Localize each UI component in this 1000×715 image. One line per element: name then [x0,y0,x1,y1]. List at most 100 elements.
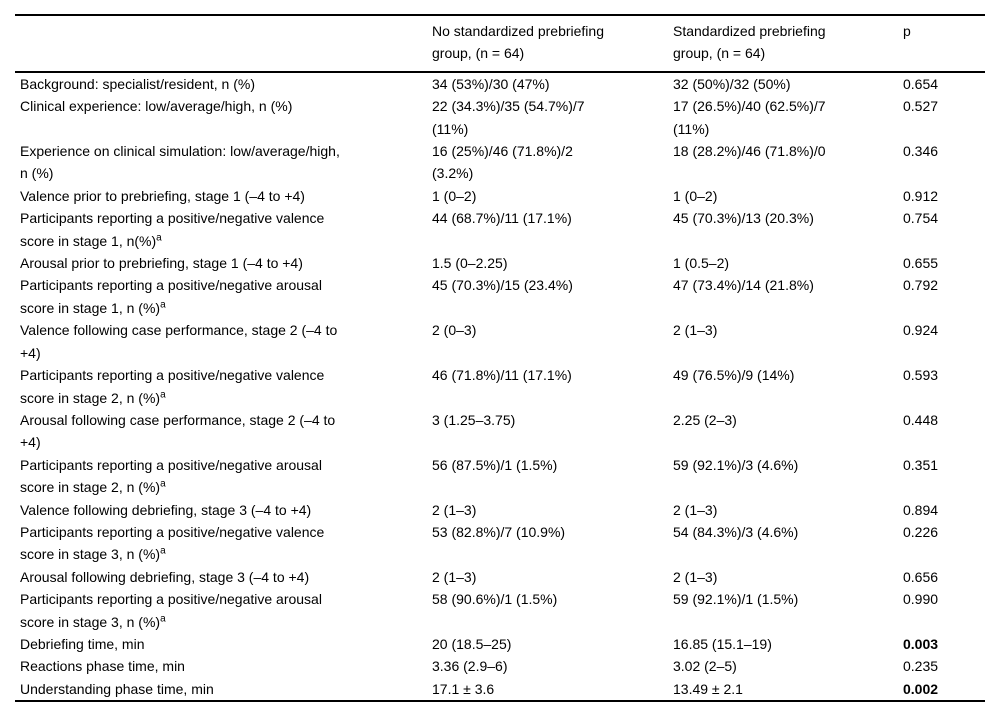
std-group-cell: 54 (84.3%)/3 (4.6%) [673,523,799,540]
std-group-cell: 49 (76.5%)/9 (14%) [673,367,795,384]
no-std-group-cell: 20 (18.5–25) [432,635,512,652]
row-label: Arousal following case performance, stag… [20,411,336,451]
row-label: Participants reporting a positive/negati… [20,456,322,496]
std-group-cell: 59 (92.1%)/1 (1.5%) [673,591,799,608]
p-value-cell: 0.235 [903,658,939,675]
table-row: Experience on clinical simulation: low/a… [15,140,985,185]
row-label: Debriefing time, min [20,635,145,652]
row-label-cell: Participants reporting a positive/negati… [15,207,432,252]
no-std-group-cell: 45 (70.3%)/15 (23.4%) [432,277,573,294]
std-group-cell: 3.02 (2–5) [673,658,737,675]
row-label-cell: Debriefing time, min [15,633,432,655]
std-group-cell: 1 (0.5–2) [673,255,730,272]
table-row: Valence following debriefing, stage 3 (–… [15,499,985,521]
std-group-cell: 32 (50%)/32 (50%) [673,75,791,92]
comparison-table: No standardized prebriefing group, (n = … [15,14,985,703]
row-label: Arousal prior to prebriefing, stage 1 (–… [20,255,303,272]
p-value-cell: 0.003 [903,635,939,652]
p-value-cell: 0.924 [903,322,939,339]
std-group-cell: 2 (1–3) [673,501,718,518]
row-label: Valence following debriefing, stage 3 (–… [20,501,312,518]
p-value-cell: 0.593 [903,367,939,384]
p-value-cell: 0.655 [903,255,939,272]
p-value-cell: 0.656 [903,568,939,585]
table-row: Participants reporting a positive/negati… [15,364,985,409]
no-std-group-cell: 44 (68.7%)/11 (17.1%) [432,210,572,227]
row-label: Understanding phase time, min [20,680,214,697]
p-value-cell: 0.448 [903,411,939,428]
table-row: Participants reporting a positive/negati… [15,521,985,566]
footnote-marker: a [156,232,162,243]
row-label-cell: Participants reporting a positive/negati… [15,454,432,499]
table-row: Clinical experience: low/average/high, n… [15,95,985,140]
row-label-cell: Valence following case performance, stag… [15,319,432,364]
row-label-cell: Reactions phase time, min [15,655,432,677]
no-std-group-cell: 3.36 (2.9–6) [432,658,508,675]
row-label: Reactions phase time, min [20,658,185,675]
no-std-group-cell: 22 (34.3%)/35 (54.7%)/7 (11%) [432,98,585,137]
row-label: Valence prior to prebriefing, stage 1 (–… [20,187,305,204]
table-row: Arousal prior to prebriefing, stage 1 (–… [15,252,985,274]
row-label-cell: Participants reporting a positive/negati… [15,521,432,566]
no-std-group-cell: 58 (90.6%)/1 (1.5%) [432,591,558,608]
p-value-cell: 0.654 [903,75,939,92]
table-row: Participants reporting a positive/negati… [15,454,985,499]
p-value-cell: 0.990 [903,591,939,608]
p-value-cell: 0.894 [903,501,939,518]
row-label: Participants reporting a positive/negati… [20,367,325,406]
table-row: Participants reporting a positive/negati… [15,588,985,633]
p-value-cell: 0.351 [903,456,939,473]
table-row: Valence following case performance, stag… [15,319,985,364]
row-label: Clinical experience: low/average/high, n… [20,98,293,115]
row-label-cell: Arousal following debriefing, stage 3 (–… [15,566,432,588]
table-row: Reactions phase time, min 3.36 (2.9–6) 3.0… [15,655,985,677]
p-value-cell: 0.346 [903,143,939,160]
std-group-cell: 1 (0–2) [673,187,718,204]
std-group-cell: 17 (26.5%)/40 (62.5%)/7 (11%) [673,98,826,137]
std-group-cell: 13.49 ± 2.1 [673,680,743,697]
footnote-marker: a [160,545,166,557]
no-std-group-cell: 2 (0–3) [432,322,477,339]
std-group-cell: 2.25 (2–3) [673,411,737,428]
no-std-group-cell: 34 (53%)/30 (47%) [432,75,550,92]
std-group-cell: 59 (92.1%)/3 (4.6%) [673,456,799,473]
p-value-cell: 0.002 [903,680,939,697]
p-value-header: p [903,15,985,73]
table-row: Arousal following case performance, stag… [15,409,985,454]
no-std-group-header: No standardized prebriefing group, (n = … [432,15,673,73]
std-group-cell: 2 (1–3) [673,322,718,339]
no-std-group-cell: 1.5 (0–2.25) [432,255,508,272]
no-std-group-cell: 3 (1.25–3.75) [432,411,516,428]
std-group-cell: 18 (28.2%)/46 (71.8%)/0 [673,143,826,160]
row-label-cell: Understanding phase time, min [15,678,432,701]
row-label: Participants reporting a positive/negati… [20,591,322,630]
row-label: Valence following case performance, stag… [20,322,338,361]
no-std-group-cell: 2 (1–3) [432,501,477,518]
table-row: Participants reporting a positive/negati… [15,274,985,319]
row-label-header [15,15,432,73]
p-value-cell: 0.792 [903,277,939,294]
row-label-cell: Participants reporting a positive/negati… [15,274,432,319]
row-label-cell: Arousal prior to prebriefing, stage 1 (–… [15,252,432,274]
table-header: No standardized prebriefing group, (n = … [15,15,985,73]
row-label-cell: Valence following debriefing, stage 3 (–… [15,499,432,521]
std-group-cell: 16.85 (15.1–19) [673,635,772,652]
p-value-cell: 0.912 [903,187,939,204]
footnote-marker: a [160,388,166,400]
table-row: Arousal following debriefing, stage 3 (–… [15,566,985,588]
row-label-cell: Clinical experience: low/average/high, n… [15,95,432,140]
p-value-cell: 0.527 [903,98,939,115]
no-std-group-cell: 53 (82.8%)/7 (10.9%) [432,523,566,540]
p-value-cell: 0.226 [903,523,939,540]
row-label: Arousal following debriefing, stage 3 (–… [20,568,310,585]
no-std-group-cell: 46 (71.8%)/11 (17.1%) [432,367,572,384]
no-std-group-cell: 56 (87.5%)/1 (1.5%) [432,456,558,473]
row-label: Background: specialist/resident, n (%) [20,75,255,92]
row-label: Experience on clinical simulation: low/a… [20,143,340,182]
std-group-cell: 45 (70.3%)/13 (20.3%) [673,210,814,227]
p-value-cell: 0.754 [903,210,939,227]
table-body: Background: specialist/resident, n (%) 34… [15,72,985,701]
header-row: No standardized prebriefing group, (n = … [15,15,985,73]
std-group-cell: 47 (73.4%)/14 (21.8%) [673,277,814,294]
